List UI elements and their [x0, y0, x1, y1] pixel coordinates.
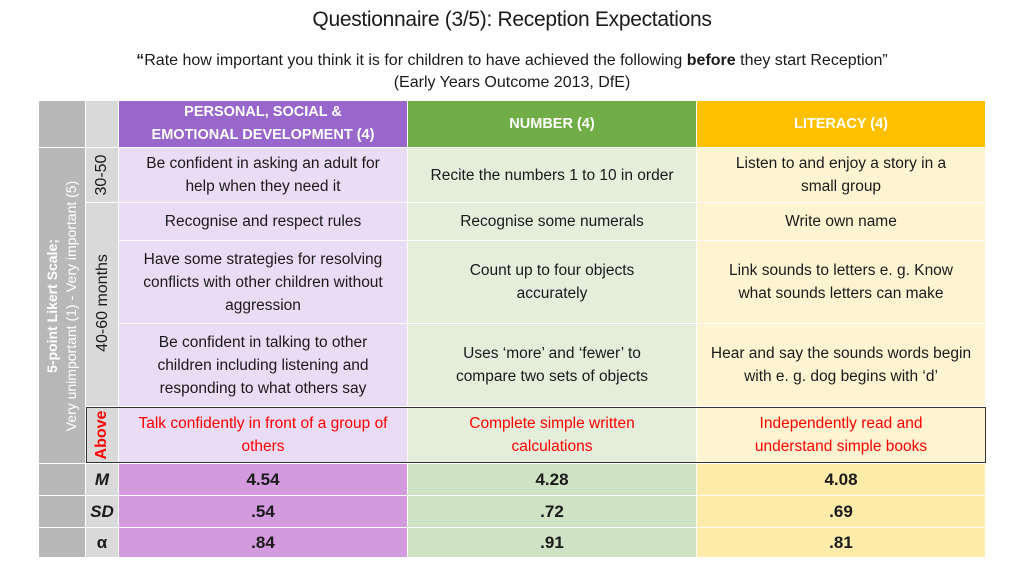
age-band-above-cell: [86, 407, 119, 464]
row-2-pse: Recognise and respect rules: [119, 203, 408, 241]
stat-m-pse: 4.54: [119, 464, 408, 496]
header-number: NUMBER (4): [408, 101, 697, 148]
header-literacy: LITERACY (4): [697, 101, 986, 148]
stat-label-sd: SD: [86, 496, 119, 528]
age-band-30-50: 30-50: [93, 154, 110, 196]
stat-label-m: M: [86, 464, 119, 496]
row-4-pse: Be confident in talking to other childre…: [119, 324, 408, 407]
likert-label: 5-point Likert Scale; Very unimportant (…: [43, 148, 83, 464]
row-1-pse: Be confident in asking an adult for help…: [119, 148, 408, 203]
row-4-literacy: Hear and say the sounds words begin with…: [697, 324, 986, 407]
stat-alpha-pse: .84: [119, 528, 408, 558]
stat-sd-literacy: .69: [697, 496, 986, 528]
stat-sd-pse: .54: [119, 496, 408, 528]
stats-side-cell-3: [39, 528, 86, 558]
quote-bold-word: before: [686, 52, 736, 69]
stat-sd-number: .72: [408, 496, 697, 528]
row-5-number: Complete simple written calculations: [408, 407, 697, 464]
stat-m-literacy: 4.08: [697, 464, 986, 496]
stat-m-number: 4.28: [408, 464, 697, 496]
age-band-above: Above: [93, 410, 110, 460]
row-1-number: Recite the numbers 1 to 10 in order: [408, 148, 697, 203]
row-2-number: Recognise some numerals: [408, 203, 697, 241]
header-pse: PERSONAL, SOCIAL & EMOTIONAL DEVELOPMENT…: [119, 101, 408, 148]
instruction-quote: “Rate how important you think it is for …: [0, 50, 1024, 94]
stats-side-cell: [39, 464, 86, 496]
stats-side-cell-2: [39, 496, 86, 528]
likert-label-line1: 5-point Likert Scale;: [44, 239, 60, 373]
quote-line-1: “Rate how important you think it is for …: [0, 50, 1024, 72]
likert-label-line2: Very unimportant (1) - Very important (5…: [63, 180, 79, 432]
row-4-number: Uses ‘more’ and ‘fewer’ to compare two s…: [408, 324, 697, 407]
stat-alpha-literacy: .81: [697, 528, 986, 558]
row-3-number: Count up to four objects accurately: [408, 241, 697, 324]
quote-text-end: they start Reception”: [735, 52, 888, 69]
page-title: Questionnaire (3/5): Reception Expectati…: [312, 8, 712, 31]
age-band-30-50-cell: [86, 148, 119, 203]
age-band-40-60: 40-60 months: [94, 254, 111, 352]
row-2-literacy: Write own name: [697, 203, 986, 241]
row-5-literacy: Independently read and understand simple…: [697, 407, 986, 464]
quote-open-mark: “: [136, 52, 145, 69]
stat-alpha-number: .91: [408, 528, 697, 558]
row-1-literacy: Listen to and enjoy a story in a small g…: [697, 148, 986, 203]
corner-cell-2: [86, 101, 119, 148]
row-3-literacy: Link sounds to letters e. g. Know what s…: [697, 241, 986, 324]
row-5-pse: Talk confidently in front of a group of …: [119, 407, 408, 464]
stat-label-alpha: α: [86, 528, 119, 558]
quote-source: (Early Years Outcome 2013, DfE): [393, 74, 631, 91]
row-3-pse: Have some strategies for resolving confl…: [119, 241, 408, 324]
quote-text: Rate how important you think it is for c…: [144, 52, 687, 69]
corner-cell: [39, 101, 86, 148]
likert-label-cell: [39, 148, 86, 464]
age-band-40-60-cell: [86, 203, 119, 407]
